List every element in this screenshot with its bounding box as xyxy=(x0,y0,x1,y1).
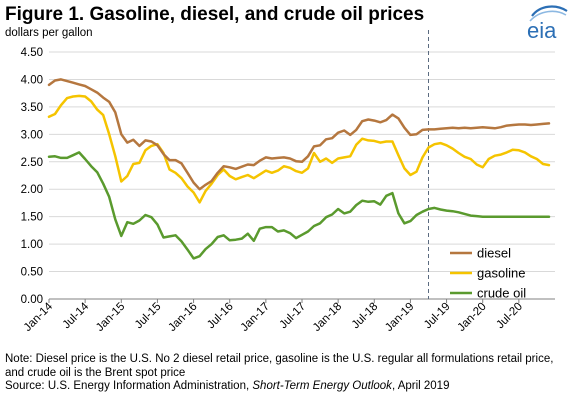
x-tick-label: Jul-20 xyxy=(494,301,525,332)
y-tick-label: 3.00 xyxy=(21,129,43,141)
eia-logo: eia xyxy=(524,2,570,43)
note-text: Note: Diesel price is the U.S. No 2 dies… xyxy=(5,353,554,379)
legend-label-crude-oil: crude oil xyxy=(477,286,526,301)
x-tick-label: Jan-17 xyxy=(239,301,272,334)
series-line-diesel xyxy=(47,78,551,191)
y-tick-label: 4.50 xyxy=(21,47,43,59)
x-tick-label: Jul-17 xyxy=(277,301,308,332)
chart-title: Figure 1. Gasoline, diesel, and crude oi… xyxy=(5,4,425,25)
eia-logo-text: eia xyxy=(527,18,557,42)
x-tick-label: Jan-18 xyxy=(311,301,344,334)
y-axis: 0.00 0.50 1.00 1.50 2.00 2.50 3.00 3.50 4.00 4.50 xyxy=(21,47,43,306)
y-tick-label: 3.50 xyxy=(21,102,43,114)
y-tick-label: 0.00 xyxy=(21,294,43,306)
y-tick-label: 2.50 xyxy=(21,157,43,169)
x-tick-label: Jul-15 xyxy=(133,301,164,332)
chart-note: Note: Diesel price is the U.S. No 2 dies… xyxy=(5,353,571,394)
legend-label-gasoline: gasoline xyxy=(477,266,525,281)
legend: diesel gasoline crude oil xyxy=(450,246,526,301)
x-tick-label: Jan-20 xyxy=(455,301,488,334)
plot-area xyxy=(47,30,551,299)
y-tick-label: 1.00 xyxy=(21,239,43,251)
x-axis: Jan-14 Jul-14 Jan-15 Jul-15 Jan-16 Jul-16 Jan-… xyxy=(22,298,555,334)
y-axis-units: dollars per gallon xyxy=(5,27,93,39)
x-tick-label: Jul-18 xyxy=(350,301,381,332)
y-tick-label: 1.50 xyxy=(21,212,43,224)
source-prefix: Source: U.S. Energy Information Administ… xyxy=(5,380,253,392)
y-tick-label: 0.50 xyxy=(21,267,43,279)
source-suffix: , April 2019 xyxy=(391,380,450,392)
legend-label-diesel: diesel xyxy=(477,246,511,261)
x-tick-label: Jan-19 xyxy=(383,301,416,334)
eia-logo-icon: eia xyxy=(527,5,568,43)
price-line-chart: 0.00 0.50 1.00 1.50 2.00 2.50 3.00 3.50 4.00 4.50… xyxy=(21,30,555,334)
x-tick-label: Jul-14 xyxy=(61,300,92,331)
x-tick-label: Jan-16 xyxy=(166,301,199,334)
x-tick-label: Jul-16 xyxy=(205,301,236,332)
source-title: Short-Term Energy Outlook xyxy=(252,380,392,392)
y-tick-label: 4.00 xyxy=(21,74,43,86)
x-tick-label: Jan-15 xyxy=(94,301,127,334)
x-tick-label: Jul-19 xyxy=(422,301,453,332)
series-line-gasoline xyxy=(47,94,551,204)
y-tick-label: 2.00 xyxy=(21,184,43,196)
series-line-crude-oil xyxy=(47,151,551,260)
source-text: Source: U.S. Energy Information Administ… xyxy=(5,380,571,394)
